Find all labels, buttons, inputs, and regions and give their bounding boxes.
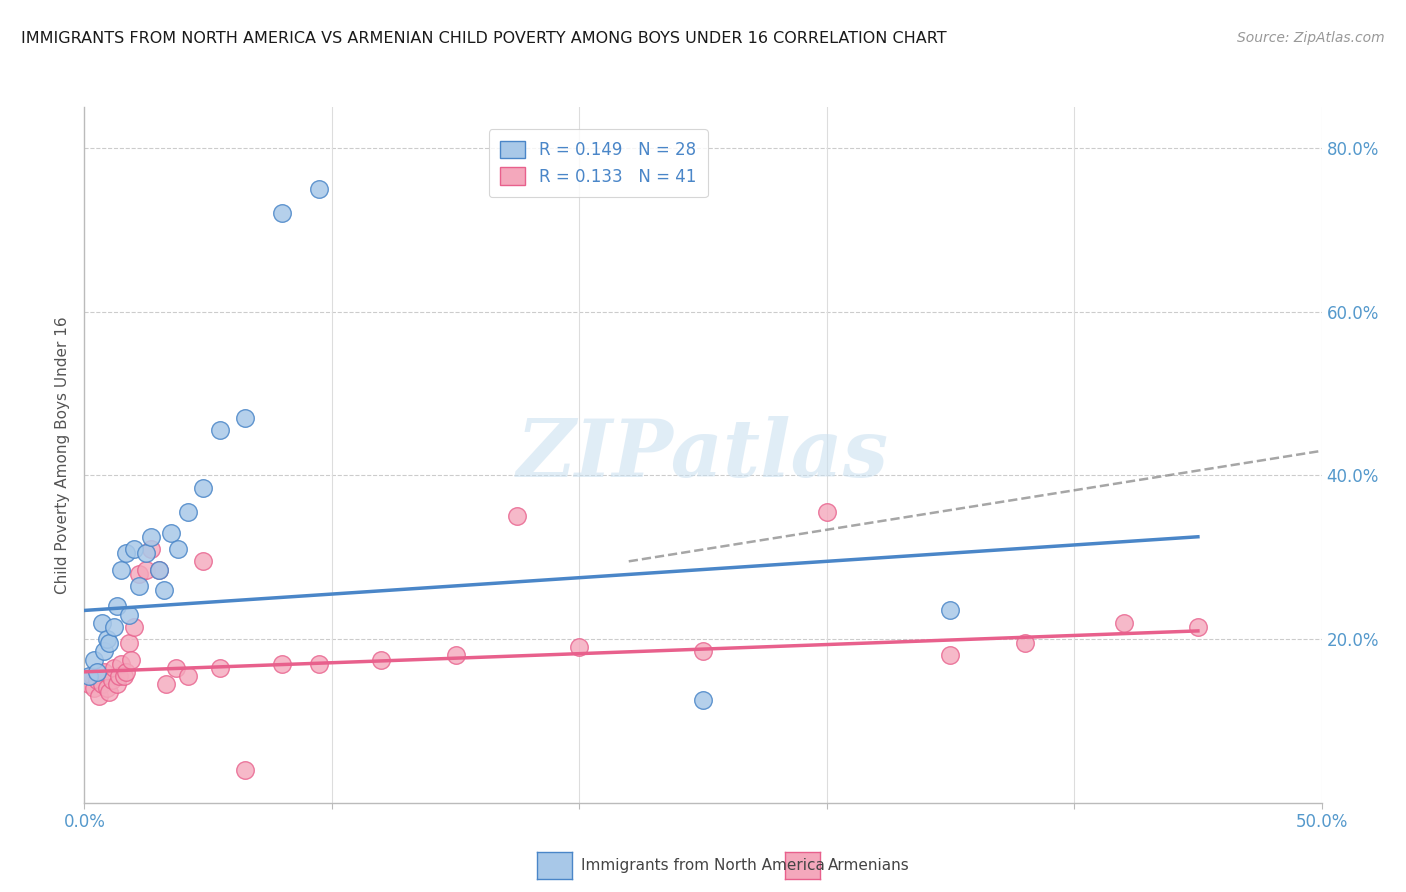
Point — [692, 693, 714, 707]
Point — [90, 615, 112, 630]
Point — [209, 661, 232, 675]
Point — [506, 509, 529, 524]
Text: IMMIGRANTS FROM NORTH AMERICA VS ARMENIAN CHILD POVERTY AMONG BOYS UNDER 16 CORR: IMMIGRANTS FROM NORTH AMERICA VS ARMENIA… — [21, 31, 946, 46]
Point — [160, 525, 183, 540]
Point — [692, 644, 714, 658]
Point — [98, 685, 121, 699]
Point — [271, 206, 294, 220]
Point — [100, 673, 122, 687]
Text: Armenians: Armenians — [828, 858, 910, 872]
Text: Source: ZipAtlas.com: Source: ZipAtlas.com — [1237, 31, 1385, 45]
Point — [370, 652, 392, 666]
Point — [141, 542, 163, 557]
Point — [98, 636, 121, 650]
Point — [89, 690, 111, 704]
Point — [167, 542, 190, 557]
Point — [115, 665, 138, 679]
Point — [128, 566, 150, 581]
Point — [122, 620, 145, 634]
Point — [110, 657, 132, 671]
Point — [233, 763, 256, 777]
Text: ZIPatlas: ZIPatlas — [517, 417, 889, 493]
Point — [128, 579, 150, 593]
Point — [1014, 636, 1036, 650]
Point — [177, 669, 200, 683]
Point — [165, 661, 187, 675]
Point — [86, 665, 108, 679]
Point — [93, 644, 115, 658]
Point — [939, 603, 962, 617]
Legend: R = 0.149   N = 28, R = 0.133   N = 41: R = 0.149 N = 28, R = 0.133 N = 41 — [489, 129, 707, 197]
Point — [135, 562, 157, 576]
Point — [209, 423, 232, 437]
Point — [271, 657, 294, 671]
Point — [83, 652, 105, 666]
Point — [96, 681, 118, 696]
Point — [155, 677, 177, 691]
Point — [815, 505, 838, 519]
Point — [148, 562, 170, 576]
Point — [152, 582, 174, 597]
Point — [80, 669, 103, 683]
Point — [191, 554, 214, 568]
Point — [233, 411, 256, 425]
Point — [112, 669, 135, 683]
Point — [105, 599, 128, 614]
Point — [148, 562, 170, 576]
Point — [108, 669, 131, 683]
Point — [177, 505, 200, 519]
Point — [118, 607, 141, 622]
Point — [103, 661, 125, 675]
Point — [308, 657, 330, 671]
Point — [135, 546, 157, 560]
Point — [79, 669, 101, 683]
Point — [120, 652, 142, 666]
Point — [90, 677, 112, 691]
Text: Immigrants from North America: Immigrants from North America — [581, 858, 824, 872]
Point — [191, 481, 214, 495]
Point — [141, 530, 163, 544]
Point — [308, 182, 330, 196]
Point — [939, 648, 962, 663]
Point — [568, 640, 591, 655]
Point — [122, 542, 145, 557]
Point — [444, 648, 467, 663]
Point — [115, 546, 138, 560]
Point — [93, 665, 115, 679]
Y-axis label: Child Poverty Among Boys Under 16: Child Poverty Among Boys Under 16 — [55, 316, 70, 594]
Point — [86, 673, 108, 687]
Point — [79, 677, 101, 691]
Point — [110, 562, 132, 576]
Point — [105, 677, 128, 691]
Point — [83, 681, 105, 696]
Point — [96, 632, 118, 646]
Point — [1187, 620, 1209, 634]
Point — [118, 636, 141, 650]
Point — [103, 620, 125, 634]
Point — [1112, 615, 1135, 630]
